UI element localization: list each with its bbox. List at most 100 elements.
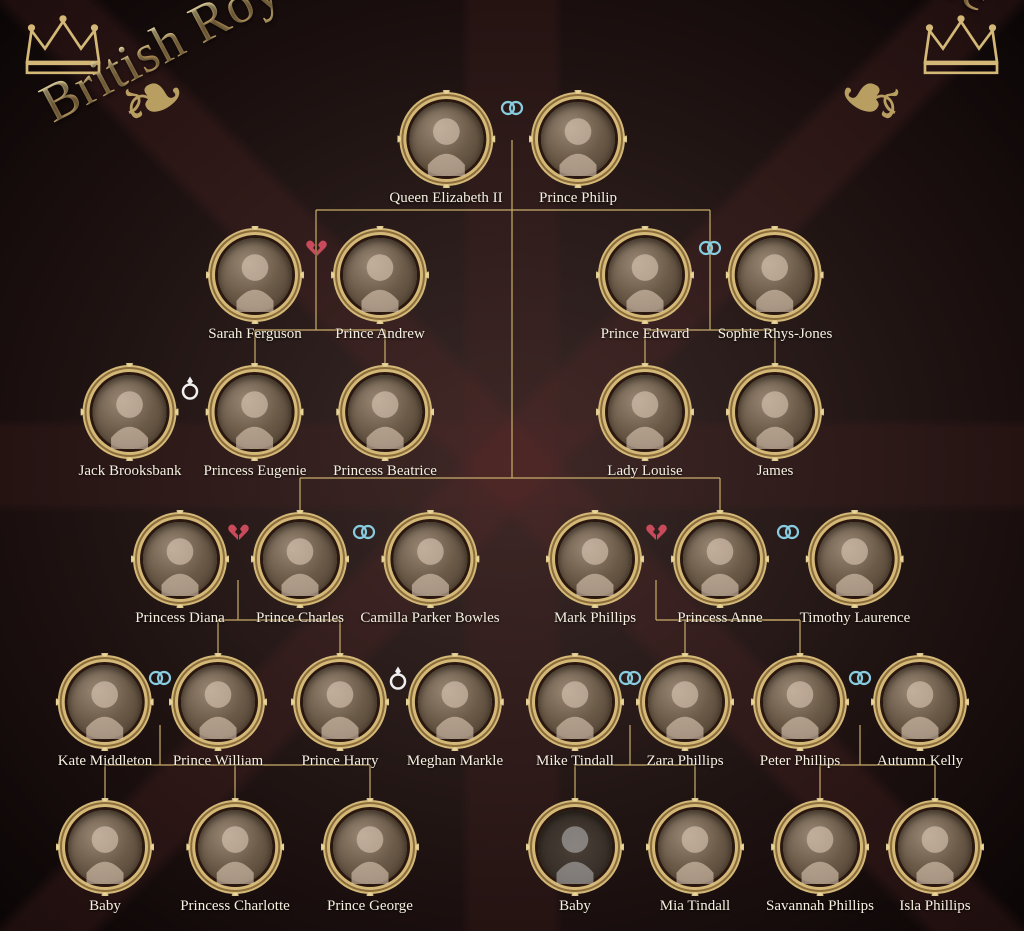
person-name: Baby (559, 898, 591, 915)
person-name: Meghan Markle (407, 753, 503, 770)
person-andrew: Prince Andrew (333, 228, 427, 343)
married-icon (351, 523, 377, 545)
person-name: Baby (89, 898, 121, 915)
person-name: Timothy Laurence (800, 610, 911, 627)
married-icon (847, 669, 873, 691)
person-baby1: Baby (58, 800, 152, 915)
person-name: Queen Elizabeth II (389, 190, 502, 207)
portrait (683, 522, 757, 596)
portrait (608, 238, 682, 312)
person-name: Prince Philip (539, 190, 617, 207)
person-name: Savannah Phillips (766, 898, 874, 915)
person-name: Prince Edward (601, 326, 690, 343)
person-name: Princess Charlotte (180, 898, 290, 915)
person-charlotte: Princess Charlotte (180, 800, 290, 915)
portrait (608, 375, 682, 449)
person-name: Prince George (327, 898, 413, 915)
person-name: Autumn Kelly (877, 753, 963, 770)
portrait (763, 665, 837, 739)
portrait (783, 810, 857, 884)
person-harry: Prince Harry (293, 655, 387, 770)
person-jack: Jack Brooksbank (79, 365, 182, 480)
person-queen: Queen Elizabeth II (389, 92, 502, 207)
person-name: Sophie Rhys-Jones (718, 326, 833, 343)
person-markp: Mark Phillips (548, 512, 642, 627)
person-timothy: Timothy Laurence (800, 512, 911, 627)
person-name: Prince Andrew (335, 326, 425, 343)
portrait (418, 665, 492, 739)
person-zara: Zara Phillips (638, 655, 732, 770)
person-william: Prince William (171, 655, 265, 770)
married-icon (617, 669, 643, 691)
engaged-icon (179, 375, 201, 406)
person-sophie: Sophie Rhys-Jones (718, 228, 833, 343)
portrait (143, 522, 217, 596)
portrait (658, 810, 732, 884)
person-name: Mark Phillips (554, 610, 636, 627)
person-name: Lady Louise (607, 463, 682, 480)
divorced-icon (227, 522, 249, 546)
person-isla: Isla Phillips (888, 800, 982, 915)
person-george: Prince George (323, 800, 417, 915)
portrait (218, 375, 292, 449)
person-name: Prince William (173, 753, 263, 770)
portrait (648, 665, 722, 739)
person-name: Isla Phillips (899, 898, 970, 915)
portrait (393, 522, 467, 596)
portrait (333, 810, 407, 884)
portrait (181, 665, 255, 739)
person-meghan: Meghan Markle (407, 655, 503, 770)
person-sarah: Sarah Ferguson (208, 228, 302, 343)
person-name: Peter Phillips (760, 753, 840, 770)
married-icon (775, 523, 801, 545)
portrait (883, 665, 957, 739)
person-edward: Prince Edward (598, 228, 692, 343)
portrait (538, 810, 612, 884)
person-baby2: Baby (528, 800, 622, 915)
person-name: Camilla Parker Bowles (360, 610, 499, 627)
person-name: Princess Diana (135, 610, 225, 627)
portrait (538, 665, 612, 739)
portrait (303, 665, 377, 739)
person-name: Princess Anne (677, 610, 762, 627)
portrait (738, 238, 812, 312)
portrait (68, 810, 142, 884)
portrait (348, 375, 422, 449)
portrait (218, 238, 292, 312)
person-name: Mia Tindall (660, 898, 730, 915)
portrait (558, 522, 632, 596)
person-peter: Peter Phillips (753, 655, 847, 770)
person-beatrice: Princess Beatrice (333, 365, 437, 480)
person-mia: Mia Tindall (648, 800, 742, 915)
person-anne: Princess Anne (673, 512, 767, 627)
portrait (93, 375, 167, 449)
person-james: James (728, 365, 822, 480)
person-charles: Prince Charles (253, 512, 347, 627)
person-kate: Kate Middleton (58, 655, 153, 770)
portrait (198, 810, 272, 884)
person-miket: Mike Tindall (528, 655, 622, 770)
person-camilla: Camilla Parker Bowles (360, 512, 499, 627)
person-name: Mike Tindall (536, 753, 614, 770)
portrait (409, 102, 483, 176)
crown-icon (916, 8, 1006, 78)
person-louise: Lady Louise (598, 365, 692, 480)
engaged-icon (387, 665, 409, 696)
person-name: Princess Eugenie (204, 463, 307, 480)
portrait (68, 665, 142, 739)
portrait (738, 375, 812, 449)
person-name: Princess Beatrice (333, 463, 437, 480)
person-name: Jack Brooksbank (79, 463, 182, 480)
person-name: Zara Phillips (646, 753, 723, 770)
person-name: Prince Charles (256, 610, 344, 627)
divorced-icon (645, 522, 667, 546)
family-tree-stage: ❧ ❧ British Royal Family Tree Queen Eliz… (0, 0, 1024, 931)
person-savannah: Savannah Phillips (766, 800, 874, 915)
married-icon (499, 99, 525, 121)
portrait (898, 810, 972, 884)
flourish-icon: ❧ (825, 51, 915, 149)
person-eugenie: Princess Eugenie (204, 365, 307, 480)
person-name: Kate Middleton (58, 753, 153, 770)
person-philip: Prince Philip (531, 92, 625, 207)
married-icon (147, 669, 173, 691)
